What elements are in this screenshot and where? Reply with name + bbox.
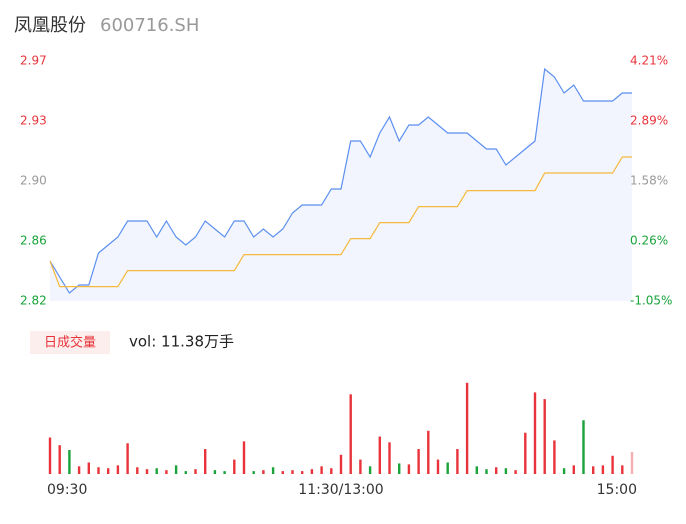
volume-bar — [368, 466, 372, 474]
volume-bar — [233, 459, 236, 474]
volume-bar — [165, 470, 168, 474]
volume-bar — [465, 382, 469, 474]
y-tick-label: 2.90 — [20, 174, 47, 188]
x-tick-label: 15:00 — [597, 482, 637, 498]
volume-bar — [485, 469, 488, 474]
volume-bar — [68, 450, 71, 474]
average-line — [49, 156, 632, 288]
volume-bar — [601, 465, 605, 474]
y-tick-label: 2.82 — [20, 294, 47, 308]
y2-tick-label: -1.05% — [630, 294, 672, 308]
volume-bar — [97, 467, 100, 474]
y2-tick-label: 1.58% — [630, 174, 668, 188]
y2-tick-label: 2.89% — [630, 114, 668, 128]
volume-bar — [145, 469, 149, 474]
stock-name: 凤凰股份 — [14, 15, 86, 36]
volume-bar — [174, 465, 178, 474]
volume-bar — [184, 471, 187, 474]
volume-bar — [262, 470, 265, 474]
volume-summary: vol: 11.38万手 — [129, 333, 234, 351]
volume-bar — [77, 466, 81, 474]
volume-bar — [271, 467, 275, 474]
volume-bar — [630, 451, 634, 474]
volume-bar — [310, 469, 314, 474]
volume-bar — [320, 466, 323, 474]
volume-bar — [514, 470, 517, 474]
legend-box — [30, 331, 110, 354]
volume-bar — [524, 432, 527, 474]
volume-bar — [572, 465, 575, 474]
volume-bar — [252, 471, 255, 474]
volume-bar — [446, 462, 449, 474]
y-tick-label: 2.93 — [20, 114, 47, 128]
volume-bar — [339, 454, 343, 474]
volume-bar — [223, 471, 226, 474]
volume-bar — [204, 449, 207, 474]
legend-label: 日成交量 — [44, 335, 96, 351]
x-tick-label: 09:30 — [47, 482, 87, 498]
volume-bar — [155, 468, 158, 474]
volume-bar — [533, 392, 537, 474]
volume-bar — [359, 459, 362, 474]
volume-bar — [116, 465, 120, 474]
volume-bar — [301, 471, 304, 474]
volume-bar — [330, 468, 333, 474]
volume-bar — [349, 394, 352, 474]
volume-bar — [562, 468, 566, 474]
volume-bar — [136, 467, 139, 474]
volume-bar — [436, 459, 440, 474]
volume-bar — [48, 437, 52, 474]
volume-bar — [417, 449, 420, 474]
volume-bar — [504, 468, 508, 474]
volume-bar — [58, 445, 61, 474]
volume-bar — [388, 442, 391, 474]
volume-bar — [398, 463, 401, 474]
volume-bar — [611, 455, 614, 474]
volume-bar — [242, 441, 246, 474]
x-tick-label: 11:30/13:00 — [298, 482, 383, 498]
volume-bar — [456, 449, 459, 474]
volume-bar — [87, 462, 90, 474]
y2-tick-label: 0.26% — [630, 234, 668, 248]
y-tick-label: 2.86 — [20, 234, 47, 248]
volume-bar — [475, 466, 478, 474]
y2-tick-label: 4.21% — [630, 54, 668, 68]
volume-bar — [543, 399, 546, 474]
volume-bar — [553, 440, 556, 474]
volume-bar — [378, 436, 381, 474]
price-line — [49, 67, 632, 294]
stock-code: 600716.SH — [100, 15, 199, 36]
volume-bar — [407, 464, 411, 474]
volume-bar — [281, 471, 284, 474]
volume-bar — [213, 470, 217, 474]
volume-bar — [194, 469, 197, 474]
volume-bar — [107, 468, 110, 474]
volume-bar — [592, 466, 595, 474]
price-area — [50, 69, 632, 301]
y-tick-label: 2.97 — [20, 54, 47, 68]
volume-bar — [126, 443, 129, 474]
volume-bar — [291, 470, 294, 474]
volume-bar — [495, 467, 498, 474]
volume-bar — [621, 465, 624, 474]
volume-bar — [582, 420, 585, 474]
volume-bar — [427, 430, 430, 474]
